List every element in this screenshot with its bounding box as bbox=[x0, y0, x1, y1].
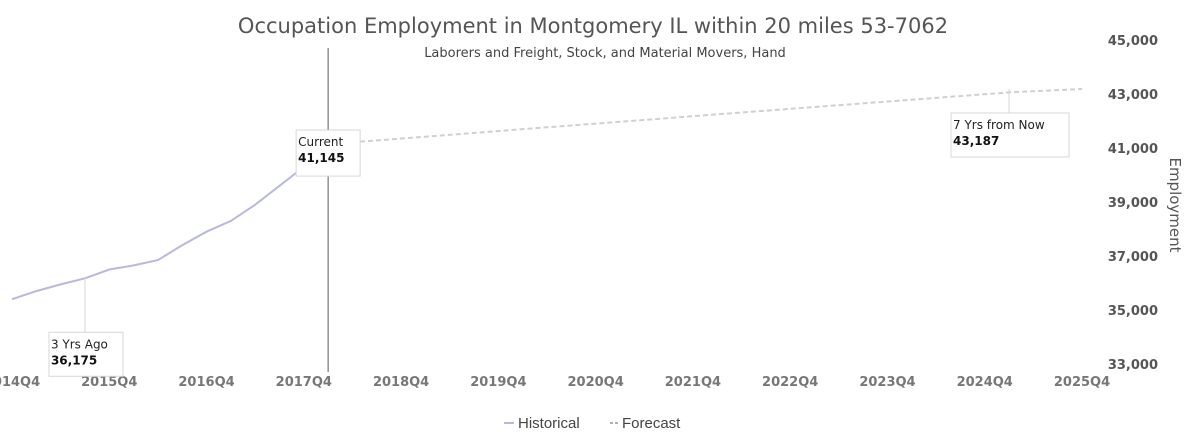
series-line-historical bbox=[11, 143, 329, 301]
legend-historical-label: Historical bbox=[518, 415, 580, 432]
x-tick-label: 2017Q4 bbox=[276, 375, 332, 390]
x-tick-label: 2024Q4 bbox=[957, 375, 1013, 390]
callouts: 3 Yrs Ago 36,175 Current 41,145 7 Yrs from N… bbox=[48, 88, 1070, 377]
callout-box bbox=[48, 331, 124, 377]
callout-value: 43,187 bbox=[953, 134, 999, 148]
callout-label: Current bbox=[298, 135, 343, 149]
x-axis: 2014Q4 2015Q4 2016Q4 2017Q4 2018Q4 2019Q4 2020… bbox=[0, 375, 1110, 390]
x-tick-label: 2023Q4 bbox=[859, 375, 915, 390]
legend: Historical Forecast bbox=[504, 415, 681, 432]
x-tick-label: 2025Q4 bbox=[1054, 375, 1110, 390]
chart-title: Occupation Employment in Montgomery IL w… bbox=[238, 14, 948, 38]
x-tick-label: 2014Q4 bbox=[0, 375, 40, 390]
legend-forecast-label: Forecast bbox=[622, 415, 681, 432]
callout-label: 7 Yrs from Now bbox=[953, 118, 1045, 132]
x-tick-label: 2021Q4 bbox=[665, 375, 721, 390]
y-tick-label: 35,000 bbox=[1108, 304, 1158, 319]
x-tick-label: 2020Q4 bbox=[567, 375, 623, 390]
x-tick-label: 2016Q4 bbox=[178, 375, 234, 390]
y-tick-label: 43,000 bbox=[1108, 88, 1158, 103]
chart-subtitle: Laborers and Freight, Stock, and Materia… bbox=[424, 46, 786, 61]
y-tick-label: 41,000 bbox=[1108, 142, 1158, 157]
callout-label: 3 Yrs Ago bbox=[51, 337, 108, 351]
callout-box bbox=[295, 129, 361, 177]
y-tick-label: 45,000 bbox=[1108, 34, 1158, 49]
series-line-forecast bbox=[328, 88, 1083, 146]
y-tick-label: 39,000 bbox=[1108, 196, 1158, 211]
y-tick-label: 37,000 bbox=[1108, 250, 1158, 265]
callout-box bbox=[950, 112, 1070, 158]
y-tick-label: 33,000 bbox=[1108, 358, 1158, 373]
x-tick-label: 2022Q4 bbox=[762, 375, 818, 390]
x-tick-label: 2015Q4 bbox=[81, 375, 137, 390]
callout-value: 36,175 bbox=[51, 353, 97, 367]
series-group bbox=[11, 88, 1083, 301]
callout-value: 41,145 bbox=[298, 151, 344, 165]
x-tick-label: 2018Q4 bbox=[373, 375, 429, 390]
y-axis: 33,000 35,000 37,000 39,000 41,000 43,000 45,0… bbox=[1108, 34, 1158, 373]
y-axis-label: Employment bbox=[1166, 157, 1184, 252]
x-tick-label: 2019Q4 bbox=[470, 375, 526, 390]
